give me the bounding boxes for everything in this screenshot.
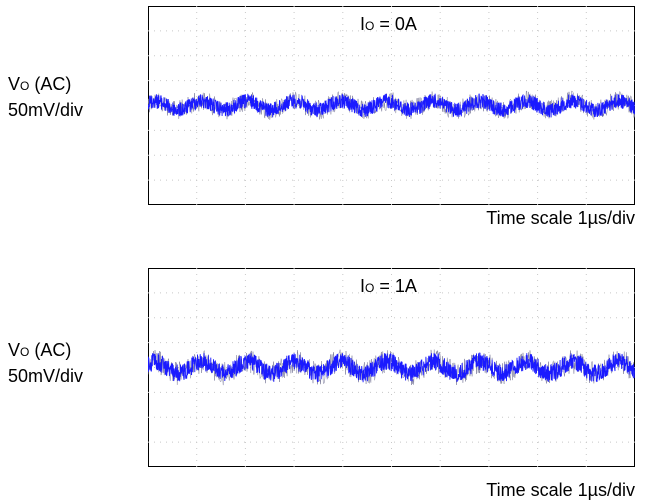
x-axis-label: Time scale 1µs/div: [486, 208, 635, 228]
scope-panel-io-0a: VO (AC) 50mV/div IO = 0A Time scale 1µs/…: [8, 6, 635, 228]
y-axis-label: VO (AC) 50mV/div: [8, 74, 84, 120]
x-axis-label: Time scale 1µs/div: [486, 480, 635, 500]
current-annotation: IO = 1A: [360, 276, 417, 296]
current-annotation: IO = 0A: [360, 14, 417, 34]
scope-plot-area: [148, 6, 635, 205]
scope-panel-io-1a: VO (AC) 50mV/div IO = 1A Time scale 1µs/…: [0, 252, 649, 504]
trace-series-0: [148, 352, 635, 383]
trace-series-0: [148, 93, 635, 118]
scope-svg: [148, 268, 635, 467]
y-axis-label: VO (AC) 50mV/div: [8, 340, 84, 386]
scope-svg: [148, 6, 635, 205]
scope-plot-area: [148, 268, 635, 467]
